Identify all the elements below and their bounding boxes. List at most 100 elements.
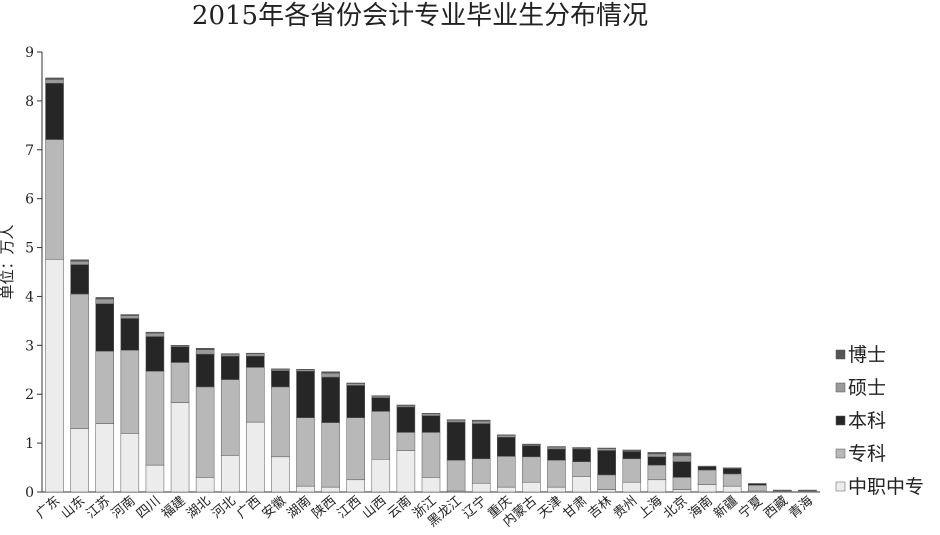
x-tick-label: 新疆 [711,493,741,522]
bar-segment [271,456,290,493]
bar-segment [70,259,89,262]
y-tick-label: 4 [25,289,34,305]
bar-segment [421,477,441,493]
x-tick-label: 云南 [384,493,414,522]
bar-segment [446,421,466,461]
legend-swatch [835,415,846,426]
bar-segment [572,461,591,477]
bar-segment [396,450,416,493]
bar-segment [246,421,265,493]
bar-segment [697,469,717,485]
bar-segment [471,420,491,424]
bar-segment [597,448,616,451]
bar-segment [120,433,140,493]
bar-segment [471,423,491,460]
bar-segment [296,370,315,418]
bar-segment [446,419,466,423]
bar-segment [321,376,340,423]
bar-segment [246,355,265,368]
bar-segment [170,362,190,403]
legend-label: 博士 [848,344,886,366]
x-tick-label: 山西 [360,494,390,522]
bar-segment [95,298,114,305]
y-tick-label: 8 [25,94,34,110]
bar-segment [95,303,114,352]
legend-swatch [835,481,846,492]
bar-segment [321,422,340,488]
bar-segment [145,464,165,493]
x-tick-label: 陕西 [310,494,340,522]
bar-segment [421,415,441,433]
y-tick-label: 0 [25,485,34,501]
bar-segment [195,349,215,355]
legend-swatch [835,349,846,360]
bar-segment [421,432,441,478]
bar-segment [371,458,391,493]
bar-segment [672,477,692,490]
x-tick-label: 江苏 [83,493,113,522]
x-tick-label: 吉林 [586,494,616,522]
bar-segment [321,486,340,493]
x-tick-label: 西藏 [761,494,791,522]
bar-segment [547,446,566,450]
x-tick-label: 天津 [535,494,565,522]
x-tick-label: 广东 [34,494,64,522]
bar-segment [647,456,667,466]
chart-title: 2015年各省份会计专业毕业生分布情况 [192,1,648,31]
x-tick-label: 河南 [108,493,138,522]
y-axis-label: 单位：万人 [0,224,16,299]
y-tick-label: 1 [25,436,34,452]
x-tick-label: 山东 [59,494,89,522]
bar-segment [321,372,340,378]
bar-segment [597,450,616,476]
bar-segment [45,79,64,84]
bar-segment [220,379,240,456]
bar-segment [471,458,491,484]
bar-segment [597,474,616,490]
bar-segment [497,456,516,488]
bar-segment [547,448,566,461]
bar-segment [722,468,742,475]
bar-segment [346,385,365,418]
x-tick-label: 河北 [209,494,239,522]
bar-segment [672,452,692,457]
bar-segment [271,386,290,458]
y-tick-label: 7 [25,143,34,159]
bar-segment [95,350,114,424]
bar-segment [697,484,717,493]
legend-swatch [835,448,846,459]
bar-segment [120,315,140,319]
bar-segment [572,448,591,462]
x-tick-label: 贵州 [611,494,641,522]
bar-segment [70,293,89,429]
x-tick-label: 福建 [159,494,189,522]
bar-segment [371,411,391,460]
bar-segment [497,486,516,493]
bar-segment [471,419,491,422]
y-tick-label: 2 [25,387,34,403]
bar-segment [195,386,215,478]
bar-segment [421,413,441,416]
bar-segment [346,417,365,481]
bar-segment [647,452,667,455]
bar-segment [95,297,114,300]
bar-segment [371,397,391,412]
bar-segment [120,314,140,316]
bar-segment [497,436,516,457]
bar-segment [271,370,290,388]
bar-segment [45,139,64,260]
bar-segment [346,479,365,493]
bar-segment [145,332,165,337]
bar-segment [346,383,365,386]
bar-segment [722,473,742,487]
bar-segment [45,83,64,140]
y-tick-label: 5 [25,241,34,257]
x-tick-label: 湖南 [284,493,314,522]
bar-segment [296,485,315,493]
bar-segment [220,455,240,493]
bar-segment [70,260,89,265]
legend-swatch [835,382,846,393]
bar-segment [672,455,692,462]
bar-segment [647,453,667,458]
bar-segment [396,406,416,433]
